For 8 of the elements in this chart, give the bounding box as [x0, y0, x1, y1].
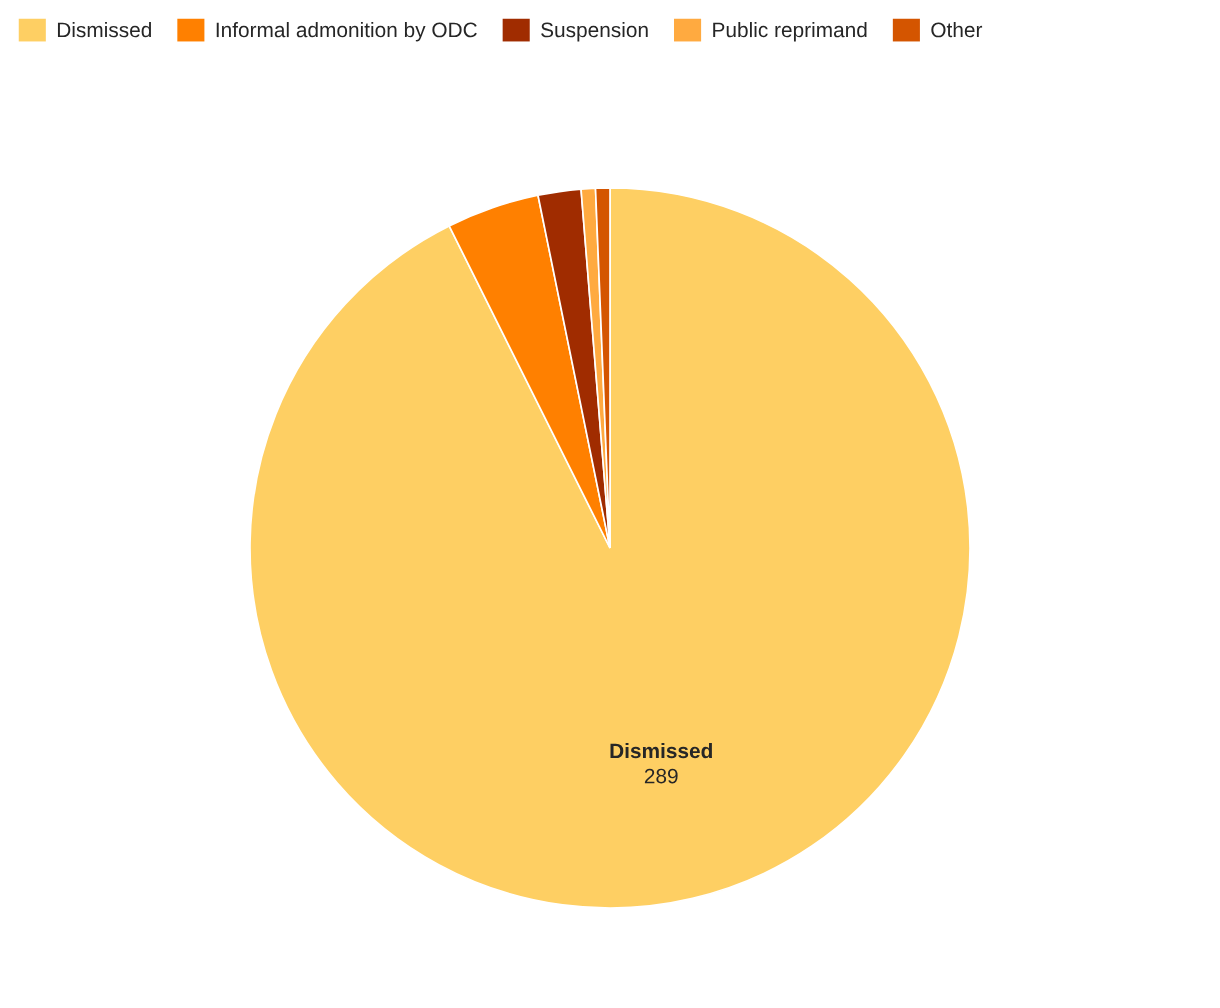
legend-label: Other	[931, 21, 983, 38]
legend-label: Informal admonition by ODC	[216, 21, 477, 42]
data-label: 289	[644, 768, 678, 784]
legend-label: Dismissed	[57, 21, 151, 38]
legend-label: Suspension	[541, 21, 648, 42]
legend-label: Public reprimand	[713, 21, 867, 42]
slice-label: Dismissed	[610, 742, 712, 759]
pie-slice	[249, 187, 971, 909]
